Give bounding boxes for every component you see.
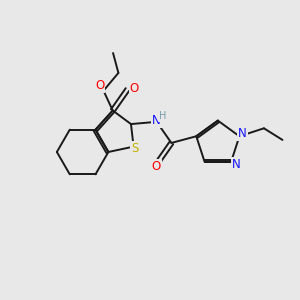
Text: N: N	[232, 158, 241, 171]
Text: N: N	[152, 114, 161, 127]
Text: S: S	[131, 142, 138, 155]
Text: O: O	[95, 79, 104, 92]
Text: O: O	[152, 160, 161, 173]
Text: O: O	[130, 82, 139, 95]
Text: N: N	[238, 127, 247, 140]
Text: H: H	[159, 111, 166, 121]
